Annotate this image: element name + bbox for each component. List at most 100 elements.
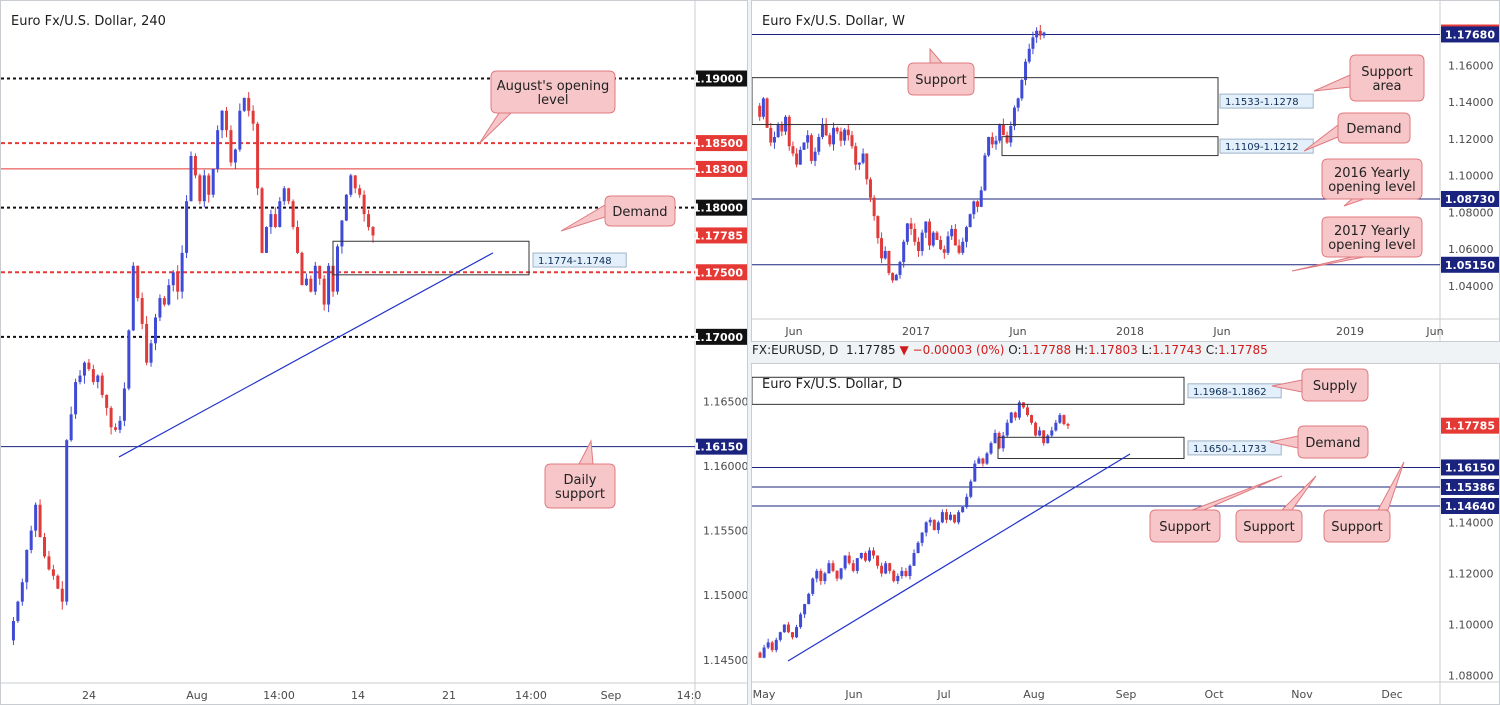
candle-body <box>916 241 920 251</box>
candle-body <box>225 110 229 131</box>
price-tag <box>696 438 747 455</box>
zone-label-box <box>532 252 627 268</box>
candle-body <box>318 265 322 279</box>
support-area-zone <box>752 77 1219 126</box>
candle-body <box>820 124 824 138</box>
y-tick-label: 1.06000 <box>1448 243 1494 256</box>
candle-body <box>1038 430 1042 436</box>
candle-body <box>11 621 15 641</box>
candle-body <box>1058 415 1062 423</box>
candle-body <box>898 262 902 275</box>
candle-body <box>1005 422 1009 436</box>
chart-panel-240[interactable]: 1.14500 1.15000 1.15500 1.16000 1.16500 1.170… <box>0 0 748 705</box>
candle-body <box>799 614 803 628</box>
y-tick-label: 1.14000 <box>1448 516 1494 529</box>
candle-body <box>990 137 994 145</box>
candle-body <box>761 98 765 117</box>
candle-body <box>180 252 184 292</box>
candle-body <box>1017 402 1021 418</box>
candle-body <box>817 137 821 152</box>
callout-pointer <box>560 204 606 232</box>
chart-daily-svg[interactable]: 1.08000 1.10000 1.12000 1.14000 May Jun Jul Aug… <box>752 364 1500 705</box>
candle-body <box>100 375 104 395</box>
candle-body <box>122 388 126 421</box>
zone-label: 1.1968-1.1862 <box>1193 387 1267 398</box>
annotation-callout: Support <box>1235 475 1317 543</box>
candle-body <box>322 278 326 305</box>
candle-body <box>331 265 335 292</box>
price-tag-label: 1.15386 <box>1445 481 1495 494</box>
candle-body <box>765 98 769 128</box>
candle-body <box>185 201 189 253</box>
callout-label: Supply <box>1313 379 1358 394</box>
candle-body <box>87 362 91 370</box>
callout-label: opening level <box>1328 238 1416 253</box>
candle-body <box>176 272 180 292</box>
candle-body <box>827 563 831 574</box>
header-high-label: H: <box>1075 343 1089 357</box>
callout-pointer <box>478 112 513 145</box>
candle-body <box>880 238 884 259</box>
candle-body <box>1016 98 1020 108</box>
x-tick-label: 2017 <box>902 325 930 338</box>
candle-body <box>758 652 762 658</box>
candle-body <box>69 414 73 441</box>
candle-body <box>264 227 268 253</box>
callout-label: Support <box>1361 65 1412 80</box>
candle-body <box>145 323 149 363</box>
price-tag-label: 1.17500 <box>693 266 743 279</box>
candle-body <box>51 569 55 576</box>
candle-body <box>362 194 366 215</box>
candle-body <box>251 110 255 124</box>
candle-body <box>300 252 304 286</box>
candle-body <box>335 246 339 292</box>
candle-body <box>880 565 884 574</box>
candle-body <box>1031 37 1035 49</box>
chart-240-svg[interactable]: 1.14500 1.15000 1.15500 1.16000 1.16500 1.170… <box>1 1 748 705</box>
candle-body <box>189 156 193 202</box>
candle-body <box>896 576 900 582</box>
header-last: 1.17785 <box>846 343 896 357</box>
candle-body <box>136 265 140 299</box>
candle-body <box>920 232 924 251</box>
header-low-label: L: <box>1141 343 1153 357</box>
price-tag <box>1441 256 1499 273</box>
price-tag <box>1441 478 1499 495</box>
candle-body <box>766 642 770 648</box>
callout-label: Demand <box>1305 436 1360 451</box>
price-tag-label: 1.17000 <box>693 331 743 344</box>
candle-body <box>118 420 122 430</box>
candle-body <box>835 127 839 132</box>
y-tick-label: 1.16000 <box>703 460 748 473</box>
chart-panel-weekly[interactable]: 1.04000 1.06000 1.08000 1.10000 1.12000 1.140… <box>751 0 1500 342</box>
candle-body <box>973 463 977 482</box>
candle-body <box>851 563 855 571</box>
candle-body <box>1034 422 1038 436</box>
x-tick-label: Jun <box>1212 325 1230 338</box>
candle-body <box>29 530 33 550</box>
candle-body <box>287 188 291 202</box>
chart-weekly-svg[interactable]: 1.04000 1.06000 1.08000 1.10000 1.12000 1.140… <box>752 1 1500 342</box>
candle-body <box>798 149 802 165</box>
candle-body <box>795 153 799 165</box>
candle-body <box>803 604 807 615</box>
candle-body <box>912 553 916 566</box>
x-tick-label: Jul <box>936 688 950 701</box>
callout-label: 2016 Yearly <box>1334 166 1410 181</box>
candle-body <box>207 175 211 195</box>
candle-body <box>942 249 946 253</box>
zone-label: 1.1533-1.1278 <box>1225 97 1299 108</box>
trendline <box>787 453 1131 662</box>
candle-body <box>220 110 224 131</box>
callout-box <box>1321 158 1423 200</box>
candle-body <box>1024 61 1028 81</box>
y-tick-label: 1.08000 <box>1448 206 1494 219</box>
candle-body <box>969 481 973 497</box>
candle-body <box>198 175 202 202</box>
candle-body <box>887 250 891 274</box>
chart-panel-daily[interactable]: 1.08000 1.10000 1.12000 1.14000 May Jun Jul Aug… <box>751 363 1500 705</box>
candle-body <box>846 129 850 136</box>
candle-body <box>229 130 233 163</box>
candle-body <box>839 131 843 141</box>
